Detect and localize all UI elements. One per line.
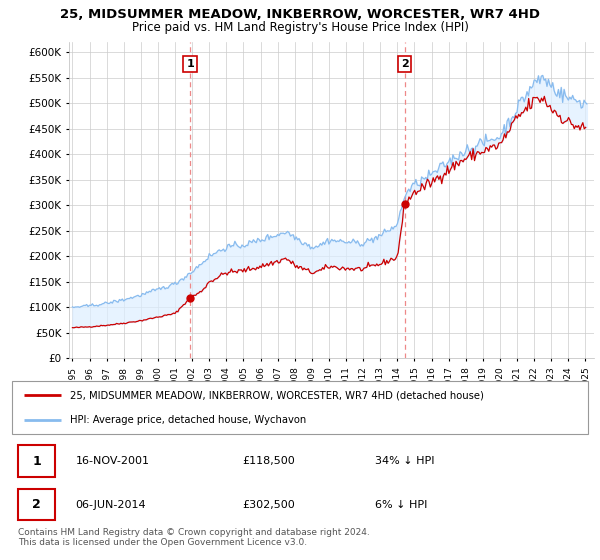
Text: Price paid vs. HM Land Registry's House Price Index (HPI): Price paid vs. HM Land Registry's House … bbox=[131, 21, 469, 34]
Text: 1: 1 bbox=[186, 59, 194, 69]
Text: £302,500: £302,500 bbox=[242, 500, 295, 510]
Text: 06-JUN-2014: 06-JUN-2014 bbox=[76, 500, 146, 510]
Text: 6% ↓ HPI: 6% ↓ HPI bbox=[375, 500, 427, 510]
Text: 2: 2 bbox=[401, 59, 409, 69]
Text: £118,500: £118,500 bbox=[242, 456, 295, 466]
Text: Contains HM Land Registry data © Crown copyright and database right 2024.
This d: Contains HM Land Registry data © Crown c… bbox=[18, 528, 370, 547]
Text: HPI: Average price, detached house, Wychavon: HPI: Average price, detached house, Wych… bbox=[70, 414, 306, 424]
FancyBboxPatch shape bbox=[18, 446, 55, 477]
Text: 34% ↓ HPI: 34% ↓ HPI bbox=[375, 456, 434, 466]
Text: 16-NOV-2001: 16-NOV-2001 bbox=[76, 456, 149, 466]
FancyBboxPatch shape bbox=[18, 489, 55, 520]
Text: 25, MIDSUMMER MEADOW, INKBERROW, WORCESTER, WR7 4HD: 25, MIDSUMMER MEADOW, INKBERROW, WORCEST… bbox=[60, 8, 540, 21]
Text: 2: 2 bbox=[32, 498, 41, 511]
FancyBboxPatch shape bbox=[12, 381, 588, 434]
Text: 1: 1 bbox=[32, 455, 41, 468]
Text: 25, MIDSUMMER MEADOW, INKBERROW, WORCESTER, WR7 4HD (detached house): 25, MIDSUMMER MEADOW, INKBERROW, WORCEST… bbox=[70, 390, 484, 400]
